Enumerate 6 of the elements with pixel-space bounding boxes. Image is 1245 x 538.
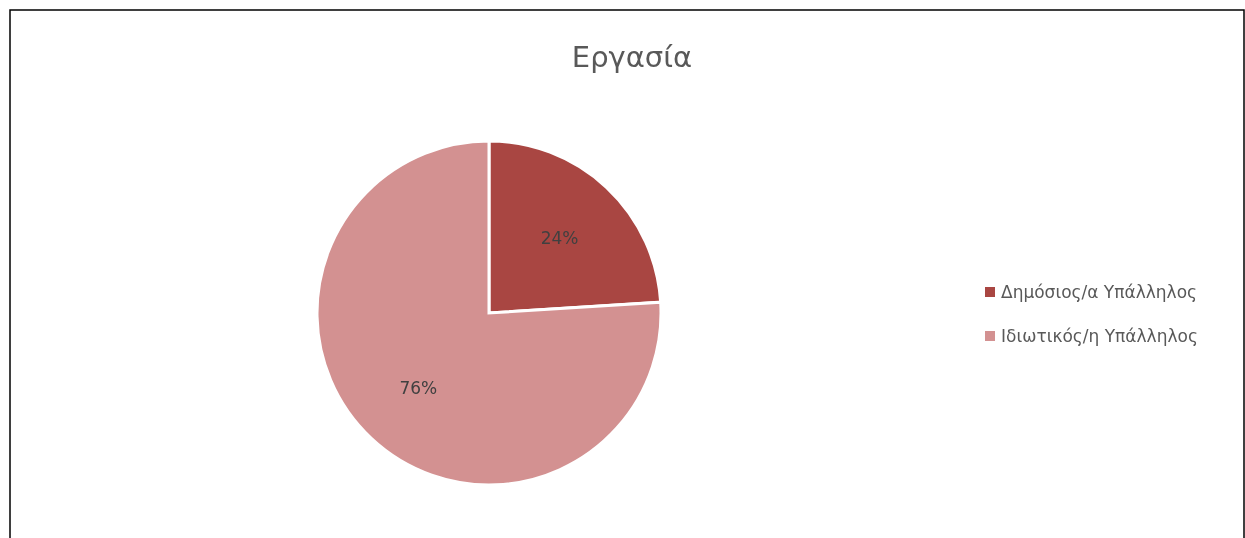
legend-label: Δημόσιος/α Υπάλληλος [1001, 282, 1198, 302]
pie-slice [315, 139, 663, 487]
data-label: 24% [540, 227, 579, 248]
legend-label: Ιδιωτικός/η Υπάλληλος [1001, 326, 1198, 346]
chart-title: Εργασία [571, 40, 693, 74]
data-label: 76% [399, 378, 438, 399]
